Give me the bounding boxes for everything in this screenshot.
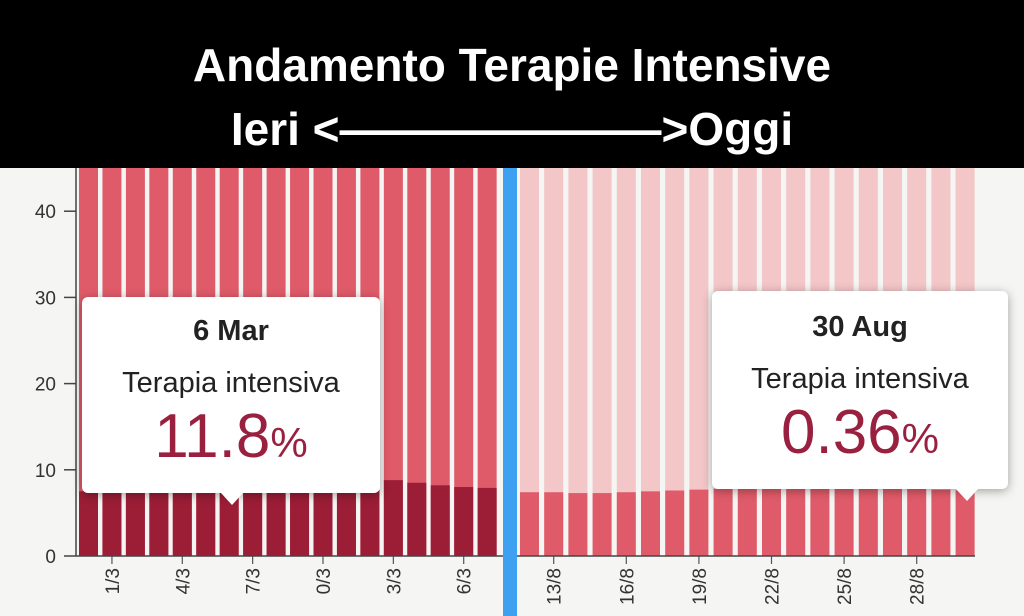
bar-lower xyxy=(520,492,539,556)
y-axis: 0 10 20 30 40 xyxy=(35,168,77,568)
bar-upper xyxy=(641,168,660,556)
bar-lower xyxy=(616,492,636,556)
bar-lower xyxy=(834,487,854,556)
x-tick-label: 28/8 xyxy=(908,568,929,605)
bar-lower xyxy=(592,493,612,556)
bar-lower xyxy=(737,488,757,556)
x-tick-label: 7/3 xyxy=(244,568,265,594)
x-tick-label: 19/8 xyxy=(690,568,711,605)
x-tick-label: 1/3 xyxy=(103,568,124,594)
x-tick-label: 0/3 xyxy=(314,568,335,594)
bar-upper xyxy=(407,168,427,556)
bar-lower xyxy=(544,492,564,556)
bar-upper xyxy=(544,168,564,556)
bar-lower xyxy=(313,484,333,556)
x-tick-label: 25/8 xyxy=(835,568,856,605)
tooltip-value: 11.8 xyxy=(154,402,271,471)
x-tick-label: 3/3 xyxy=(384,568,405,594)
bar-lower xyxy=(786,487,806,556)
chart-subtitle: Ieri <———————>Oggi xyxy=(230,103,794,155)
bar-upper xyxy=(520,168,539,556)
bar-upper xyxy=(383,168,403,556)
bar-lower xyxy=(290,485,310,556)
panel-divider xyxy=(503,168,517,616)
y-tick-label: 10 xyxy=(35,461,56,482)
bar-lower xyxy=(568,493,588,556)
bar-upper xyxy=(454,168,474,556)
bar-upper xyxy=(568,168,588,556)
tooltip-pointer xyxy=(221,493,243,505)
bar-lower xyxy=(454,487,474,556)
tooltip-series-label: Terapia intensiva xyxy=(751,363,969,395)
y-tick-label: 40 xyxy=(35,202,56,223)
chart-title: Andamento Terapie Intensive xyxy=(192,39,832,91)
bar-lower xyxy=(762,487,781,556)
x-tick-label: 13/8 xyxy=(545,568,566,605)
bar-lower xyxy=(477,487,497,556)
bar-lower xyxy=(665,490,685,556)
bar-lower xyxy=(407,482,427,556)
tooltip-percentage: 11.8% xyxy=(82,401,380,472)
bar-lower xyxy=(713,488,733,556)
tooltip-date: 30 Aug xyxy=(812,311,908,343)
bar-lower xyxy=(336,482,356,556)
y-tick-label: 30 xyxy=(35,288,56,309)
bar-lower xyxy=(125,489,145,556)
bar-upper xyxy=(592,168,612,556)
bar-lower xyxy=(172,488,192,556)
x-tick-label: 16/8 xyxy=(617,568,638,605)
bar-upper xyxy=(616,168,636,556)
bar-upper xyxy=(477,168,497,556)
bar-lower xyxy=(641,491,660,556)
bar-lower xyxy=(955,490,975,556)
tooltip-unit: % xyxy=(270,419,308,466)
title-banner: Andamento Terapie Intensive Ieri <——————… xyxy=(0,0,1024,168)
bar-upper xyxy=(430,168,450,556)
tooltip-series-label: Terapia intensiva xyxy=(122,367,340,399)
bar-lower xyxy=(79,491,98,556)
tooltip-pointer xyxy=(956,489,978,501)
bar-lower xyxy=(858,487,878,556)
x-tick-label: 22/8 xyxy=(763,568,784,605)
tooltip-value: 0.36 xyxy=(780,398,902,467)
bar-lower xyxy=(102,490,122,556)
bar-upper xyxy=(689,168,709,556)
bar-upper xyxy=(665,168,685,556)
bar-lower xyxy=(883,488,902,556)
x-tick-label: 6/3 xyxy=(455,568,476,594)
tooltip-percentage: 0.36% xyxy=(712,397,1008,468)
bar-lower xyxy=(430,485,450,556)
bar-lower xyxy=(266,486,286,556)
tooltip-unit: % xyxy=(901,415,940,462)
bar-lower xyxy=(689,489,709,556)
y-tick-label: 0 xyxy=(45,547,56,568)
y-tick-label: 20 xyxy=(35,375,56,396)
bar-lower xyxy=(383,480,403,556)
tooltip-date: 6 Mar xyxy=(193,315,269,347)
bar-lower xyxy=(907,488,927,556)
bar-lower xyxy=(810,487,830,556)
bar-lower xyxy=(360,481,380,556)
bar-lower xyxy=(149,488,169,556)
tooltip-right: 30 Aug Terapia intensiva 0.36% xyxy=(712,291,1008,501)
tooltip-left: 6 Mar Terapia intensiva 11.8% xyxy=(82,297,380,505)
bar-lower xyxy=(931,489,951,556)
bar-lower xyxy=(243,487,263,556)
x-tick-label: 4/3 xyxy=(173,568,194,594)
bar-lower xyxy=(196,487,216,556)
